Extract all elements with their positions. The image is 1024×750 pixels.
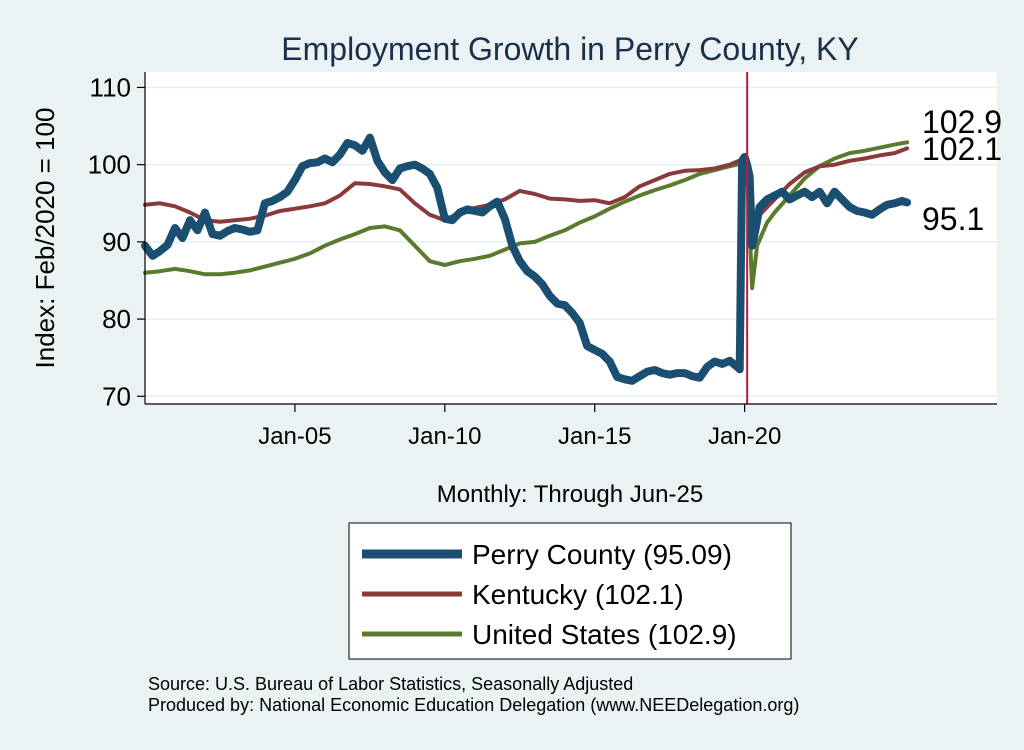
legend-label-0: Perry County (95.09) xyxy=(472,539,732,570)
y-tick-label-110: 110 xyxy=(90,72,131,102)
series-layer xyxy=(141,133,912,385)
x-tick-label-Jan-05: Jan-05 xyxy=(258,423,331,450)
y-tick-label-80: 80 xyxy=(102,304,131,334)
plot-area xyxy=(145,72,997,404)
legend: Perry County (95.09) Kentucky (102.1) Unit… xyxy=(348,522,792,660)
y-tick-label-70: 70 xyxy=(102,381,131,411)
source-note: Source: U.S. Bureau of Labor Statistics,… xyxy=(148,674,633,694)
x-tick-label-Jan-20: Jan-20 xyxy=(708,423,781,450)
series-line-0 xyxy=(141,133,912,385)
y-axis-label: Index: Feb/2020 = 100 xyxy=(30,108,60,369)
end-label-1: 102.1 xyxy=(922,131,1002,167)
series-line-2 xyxy=(143,140,910,291)
legend-label-1: Kentucky (102.1) xyxy=(472,579,684,610)
axes: 70 80 90 100 110 Jan-05 Jan-10 Jan-15 Jan-20 xyxy=(88,72,997,450)
x-tick-label-Jan-15: Jan-15 xyxy=(558,423,631,450)
grid-lines xyxy=(145,86,997,398)
end-label-2: 102.9 xyxy=(922,104,1002,140)
end-label-0: 95.1 xyxy=(922,201,984,237)
y-tick-label-90: 90 xyxy=(102,227,131,257)
x-axis-label: Monthly: Through Jun-25 xyxy=(437,481,703,508)
legend-label-2: United States (102.9) xyxy=(472,619,737,650)
producer-note: Produced by: National Economic Education… xyxy=(148,695,799,715)
x-tick-label-Jan-10: Jan-10 xyxy=(408,423,481,450)
y-tick-label-100: 100 xyxy=(88,150,131,180)
chart-title: Employment Growth in Perry County, KY xyxy=(281,31,858,67)
